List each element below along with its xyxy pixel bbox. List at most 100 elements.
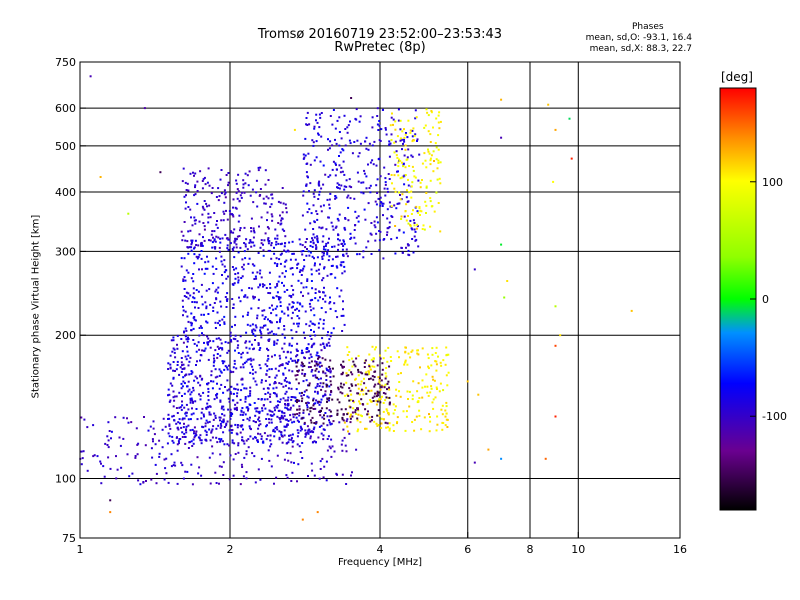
echo-point (323, 347, 326, 349)
echo-point (199, 325, 202, 328)
echo-point (285, 380, 288, 383)
echo-point (293, 128, 296, 131)
echo-point (263, 324, 265, 327)
echo-point (247, 407, 250, 410)
stats-x-mode: mean, sd,X: 88.3, 22.7 (589, 44, 692, 54)
echo-point (298, 408, 301, 411)
echo-point (358, 393, 361, 396)
echo-point (213, 212, 216, 214)
echo-point (318, 113, 321, 116)
echo-point (223, 265, 226, 268)
echo-point (220, 219, 223, 222)
echo-point (503, 296, 506, 299)
echo-point (287, 250, 290, 253)
echo-point (294, 359, 297, 362)
echo-point (367, 163, 369, 166)
echo-point (194, 434, 197, 437)
echo-point (314, 402, 317, 405)
echo-point (298, 302, 301, 305)
echo-point (340, 408, 343, 411)
echo-point (374, 200, 377, 203)
echo-point (304, 246, 307, 249)
echo-point (100, 462, 102, 465)
echo-point (174, 464, 177, 467)
echo-point (228, 444, 231, 447)
echo-point (259, 423, 262, 426)
echo-point (357, 413, 360, 416)
data-points (79, 75, 633, 521)
echo-point (352, 407, 355, 410)
echo-point (182, 341, 185, 344)
echo-point (244, 413, 247, 416)
echo-point (323, 465, 326, 468)
echo-point (319, 343, 322, 346)
echo-point (283, 229, 286, 232)
echo-point (373, 224, 376, 227)
echo-point (216, 291, 219, 294)
echo-point (293, 420, 296, 423)
echo-point (435, 346, 438, 349)
echo-point (305, 117, 308, 119)
echo-point (373, 385, 376, 388)
echo-point (274, 307, 277, 310)
echo-point (205, 305, 208, 308)
echo-point (310, 338, 313, 340)
echo-point (227, 364, 230, 367)
echo-point (241, 383, 244, 386)
echo-point (107, 446, 110, 449)
echo-point (342, 239, 345, 242)
echo-point (406, 200, 409, 203)
echo-point (387, 346, 390, 349)
echo-point (315, 354, 318, 357)
echo-point (303, 265, 306, 268)
echo-point (187, 354, 190, 357)
echo-point (295, 378, 298, 381)
echo-point (322, 382, 325, 385)
echo-point (395, 207, 398, 210)
echo-point (435, 369, 438, 372)
echo-point (272, 333, 275, 336)
echo-point (363, 377, 365, 380)
echo-point (403, 140, 406, 143)
echo-point (381, 362, 384, 365)
echo-point (205, 433, 208, 436)
echo-point (345, 185, 348, 188)
echo-point (192, 386, 195, 389)
echo-point (245, 477, 248, 480)
echo-point (283, 328, 286, 331)
echo-point (130, 421, 133, 424)
echo-point (259, 347, 262, 349)
echo-point (218, 250, 221, 253)
echo-point (275, 426, 278, 429)
echo-point (262, 243, 264, 246)
echo-point (336, 409, 339, 412)
echo-point (284, 235, 287, 238)
y-tick-label: 750 (55, 56, 76, 69)
echo-point (311, 237, 313, 240)
echo-point (317, 356, 320, 359)
echo-point (186, 340, 189, 343)
echo-point (323, 245, 325, 248)
echo-point (326, 449, 329, 452)
echo-point (413, 429, 416, 432)
echo-point (296, 263, 299, 266)
echo-point (390, 139, 393, 142)
echo-point (310, 462, 313, 465)
echo-point (250, 428, 252, 431)
echo-point (122, 437, 125, 440)
echo-point (237, 272, 240, 275)
echo-point (326, 398, 329, 401)
echo-point (284, 403, 287, 406)
echo-point (388, 396, 391, 399)
echo-point (204, 438, 207, 441)
echo-point (273, 482, 275, 485)
echo-point (303, 337, 306, 339)
echo-point (273, 406, 276, 409)
echo-point (351, 152, 354, 155)
echo-point (173, 348, 176, 351)
echo-point (310, 406, 313, 409)
echo-point (319, 205, 322, 208)
echo-point (204, 429, 207, 432)
echo-point (386, 208, 389, 211)
echo-point (275, 333, 278, 336)
